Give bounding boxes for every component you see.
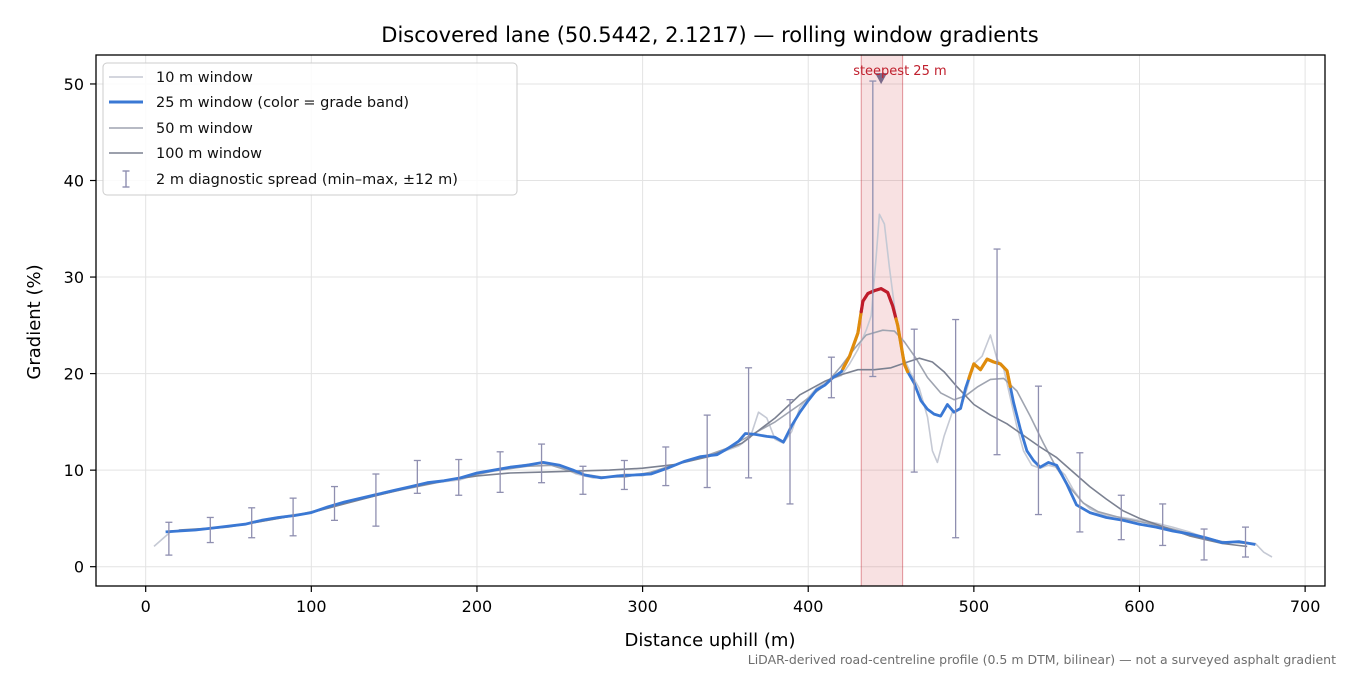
plot-frame <box>95 54 1326 587</box>
y-tick-label: 0 <box>74 558 84 577</box>
diagnostic-errorbars <box>165 80 1249 561</box>
y-tick-label: 10 <box>64 461 84 480</box>
series-25m-line <box>165 287 1256 546</box>
series-lines <box>153 213 1273 558</box>
y-axis-label: Gradient (%) <box>24 264 45 379</box>
plot-area: steepest 25 m <box>95 54 1326 587</box>
legend-box <box>102 62 518 196</box>
y-tick-label: 30 <box>64 268 84 287</box>
x-tick-label: 0 <box>141 597 151 616</box>
x-axis-ticks: 0 100 200 300 400 500 600 700 <box>141 586 1321 616</box>
x-tick-label: 100 <box>296 597 327 616</box>
x-axis-label: Distance uphill (m) <box>625 630 796 651</box>
y-axis-ticks: 0 10 20 30 40 50 <box>64 75 96 577</box>
x-tick-label: 500 <box>959 597 990 616</box>
steepest-marker-triangle <box>875 73 888 85</box>
series-25m-band-segment <box>894 317 910 374</box>
series-25m-band-segment <box>841 310 863 371</box>
legend-label: 50 m window <box>156 121 253 137</box>
legend-label: 100 m window <box>156 146 262 162</box>
series-25m-band-segment <box>859 287 898 321</box>
x-tick-label: 600 <box>1124 597 1155 616</box>
legend-label: 2 m diagnostic spread (min–max, ±12 m) <box>156 172 458 188</box>
x-tick-label: 200 <box>462 597 493 616</box>
chart-title: Discovered lane (50.5442, 2.1217) — roll… <box>381 23 1038 47</box>
x-tick-label: 300 <box>627 597 658 616</box>
steepest-label: steepest 25 m <box>853 64 946 79</box>
y-tick-label: 50 <box>64 75 84 94</box>
y-tick-label: 20 <box>64 365 84 384</box>
legend-label: 10 m window <box>156 70 253 86</box>
x-tick-label: 400 <box>793 597 824 616</box>
legend-label: 25 m window (color = grade band) <box>156 95 409 111</box>
legend: 10 m window 25 m window (color = grade ba… <box>102 62 518 196</box>
steepest-marker: steepest 25 m <box>853 64 947 85</box>
x-tick-label: 700 <box>1290 597 1321 616</box>
y-tick-label: 40 <box>64 172 84 191</box>
series-25m-band-segment <box>967 357 1012 389</box>
footnote: LiDAR-derived road-centreline profile (0… <box>748 652 1336 667</box>
